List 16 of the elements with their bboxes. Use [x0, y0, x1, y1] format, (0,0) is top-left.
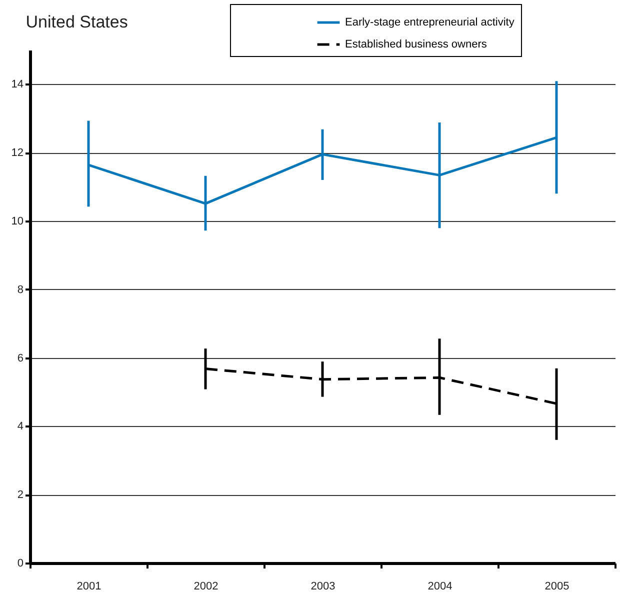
y-tick-label: 0	[17, 558, 24, 570]
y-tick-label: 10	[11, 216, 24, 228]
y-tick-label: 8	[17, 284, 24, 296]
x-tick-label: 2002	[194, 580, 218, 592]
x-tick-label: 2004	[428, 580, 452, 592]
y-tick-label: 12	[11, 147, 24, 160]
x-tick-label: 2001	[76, 580, 102, 592]
x-tick-label: 2003	[310, 580, 336, 592]
legend-label: Early-stage entrepreneurial activity	[345, 16, 515, 28]
y-tick-label: 6	[17, 352, 24, 364]
y-tick-label: 4	[17, 420, 24, 433]
y-tick-label: 2	[17, 489, 24, 502]
legend-label: Established business owners	[345, 38, 488, 50]
chart-title: United States	[26, 12, 128, 32]
x-tick-label: 2005	[544, 580, 570, 592]
y-tick-label: 14	[11, 78, 24, 91]
